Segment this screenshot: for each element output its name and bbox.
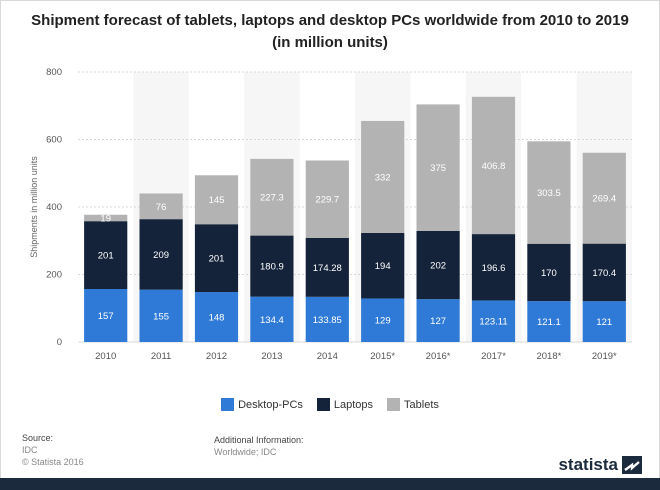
x-tick-label: 2017*: [481, 351, 506, 362]
bar-desktop: [250, 296, 294, 342]
legend-label-desktop: Desktop-PCs: [238, 398, 303, 411]
x-tick-label: 2018*: [536, 351, 561, 362]
bar-laptops: [84, 221, 128, 290]
data-label-tablets: 269.4: [592, 194, 616, 205]
data-label-desktop: 121.1: [537, 317, 561, 328]
additional-info-text: Worldwide; IDC: [214, 447, 277, 457]
data-label-tablets: 145: [209, 195, 225, 206]
bar-tablets: [416, 104, 460, 231]
legend-item-laptops[interactable]: Laptops: [316, 398, 374, 411]
x-tick-label: 2015*: [370, 351, 395, 362]
x-tick-label: 2011: [151, 351, 171, 362]
data-label-desktop: 121: [596, 317, 612, 328]
data-label-desktop: 148: [209, 313, 225, 324]
bar-tablets: [139, 193, 183, 220]
x-tick-label: 2014: [317, 351, 338, 362]
y-tick-label: 400: [46, 202, 62, 213]
data-label-laptops: 201: [98, 251, 114, 262]
bar-tablets: [250, 158, 294, 236]
legend-swatch-laptops: [316, 398, 330, 411]
data-label-tablets: 406.8: [482, 161, 506, 172]
data-label-laptops: 170.4: [592, 268, 616, 279]
additional-info-label: Additional Information:: [214, 435, 304, 445]
bar-laptops: [582, 243, 626, 302]
bar-laptops: [416, 230, 460, 300]
legend-swatch-tablets: [387, 398, 401, 411]
bar-desktop: [582, 301, 626, 342]
data-label-laptops: 194: [375, 261, 391, 272]
data-label-desktop: 127: [430, 316, 446, 327]
y-axis-title: Shipments in million units: [29, 156, 39, 258]
data-label-tablets: 76: [156, 202, 167, 213]
data-label-laptops: 170: [541, 268, 557, 279]
x-tick-label: 2013: [261, 351, 282, 362]
data-label-laptops: 201: [209, 254, 225, 265]
bar-laptops: [305, 238, 349, 297]
data-label-desktop: 123.11: [479, 317, 507, 328]
data-label-tablets: 375: [430, 163, 446, 174]
statista-logo[interactable]: statista: [558, 455, 642, 475]
x-tick-label: 2016*: [426, 351, 451, 362]
bar-tablets: [582, 152, 626, 244]
bar-tablets: [471, 96, 516, 235]
bar-desktop: [471, 300, 516, 342]
stacked-bar-chart: 0 200 400 600 800 Shipments in million units 1…: [29, 67, 632, 362]
legend-item-tablets[interactable]: Tablets: [387, 398, 439, 411]
bar-desktop: [305, 296, 349, 342]
bar-laptops: [250, 235, 294, 297]
data-label-tablets: 332: [375, 172, 391, 183]
data-label-desktop: 133.85: [313, 315, 342, 326]
copyright-text: © Statista 2016: [22, 457, 84, 467]
bar-desktop: [139, 289, 183, 342]
data-label-desktop: 134.4: [260, 315, 284, 326]
source-name: IDC: [22, 445, 38, 455]
y-tick-label: 600: [46, 135, 62, 146]
x-tick-label: 2019*: [592, 351, 617, 362]
y-tick-label: 0: [57, 337, 62, 348]
bar-laptops: [139, 219, 183, 290]
data-label-laptops: 180.9: [260, 262, 284, 273]
x-tick-label: 2010: [95, 351, 116, 362]
bar-laptops: [471, 234, 516, 301]
data-label-tablets: 303.5: [537, 188, 561, 199]
logo-text: statista: [558, 455, 618, 474]
source-block: Source: IDC © Statista 2016: [22, 432, 84, 468]
data-label-desktop: 157: [98, 311, 114, 322]
data-label-laptops: 209: [153, 250, 169, 261]
data-label-desktop: 155: [153, 311, 169, 322]
data-label-tablets: 229.7: [315, 195, 339, 206]
data-label-tablets: 19: [100, 213, 111, 224]
x-tick-label: 2012: [206, 351, 227, 362]
data-label-laptops: 202: [430, 261, 446, 272]
bar-laptops: [527, 243, 571, 302]
bar-desktop: [361, 298, 405, 342]
footer-bar: [0, 478, 660, 490]
bar-desktop: [527, 301, 571, 342]
data-label-tablets: 227.3: [260, 193, 284, 204]
legend-swatch-desktop: [221, 398, 235, 411]
bar-tablets: [194, 175, 239, 225]
bar-laptops: [194, 224, 239, 293]
legend-label-tablets: Tablets: [404, 398, 439, 411]
chart-title: Shipment forecast of tablets, laptops an…: [31, 12, 629, 51]
legend-label-laptops: Laptops: [333, 398, 374, 411]
bar-tablets: [84, 214, 128, 222]
bar-tablets: [361, 120, 405, 233]
data-label-desktop: 129: [375, 316, 391, 327]
logo-mark-icon: [622, 456, 642, 474]
source-label: Source:: [22, 433, 54, 443]
chart-legend: Desktop-PCs Laptops Tablets: [0, 398, 660, 411]
bar-desktop: [194, 292, 239, 342]
additional-info-block: Additional Information: Worldwide; IDC: [214, 434, 304, 458]
bar-tablets: [305, 160, 349, 239]
bar-desktop: [416, 299, 460, 342]
data-label-laptops: 196.6: [482, 263, 506, 274]
legend-item-desktop[interactable]: Desktop-PCs: [221, 398, 303, 411]
data-label-laptops: 174.28: [313, 263, 342, 274]
y-tick-label: 800: [46, 67, 62, 78]
bar-tablets: [527, 141, 571, 244]
y-tick-label: 200: [46, 270, 62, 281]
bar-laptops: [361, 232, 405, 299]
bar-desktop: [84, 289, 128, 342]
